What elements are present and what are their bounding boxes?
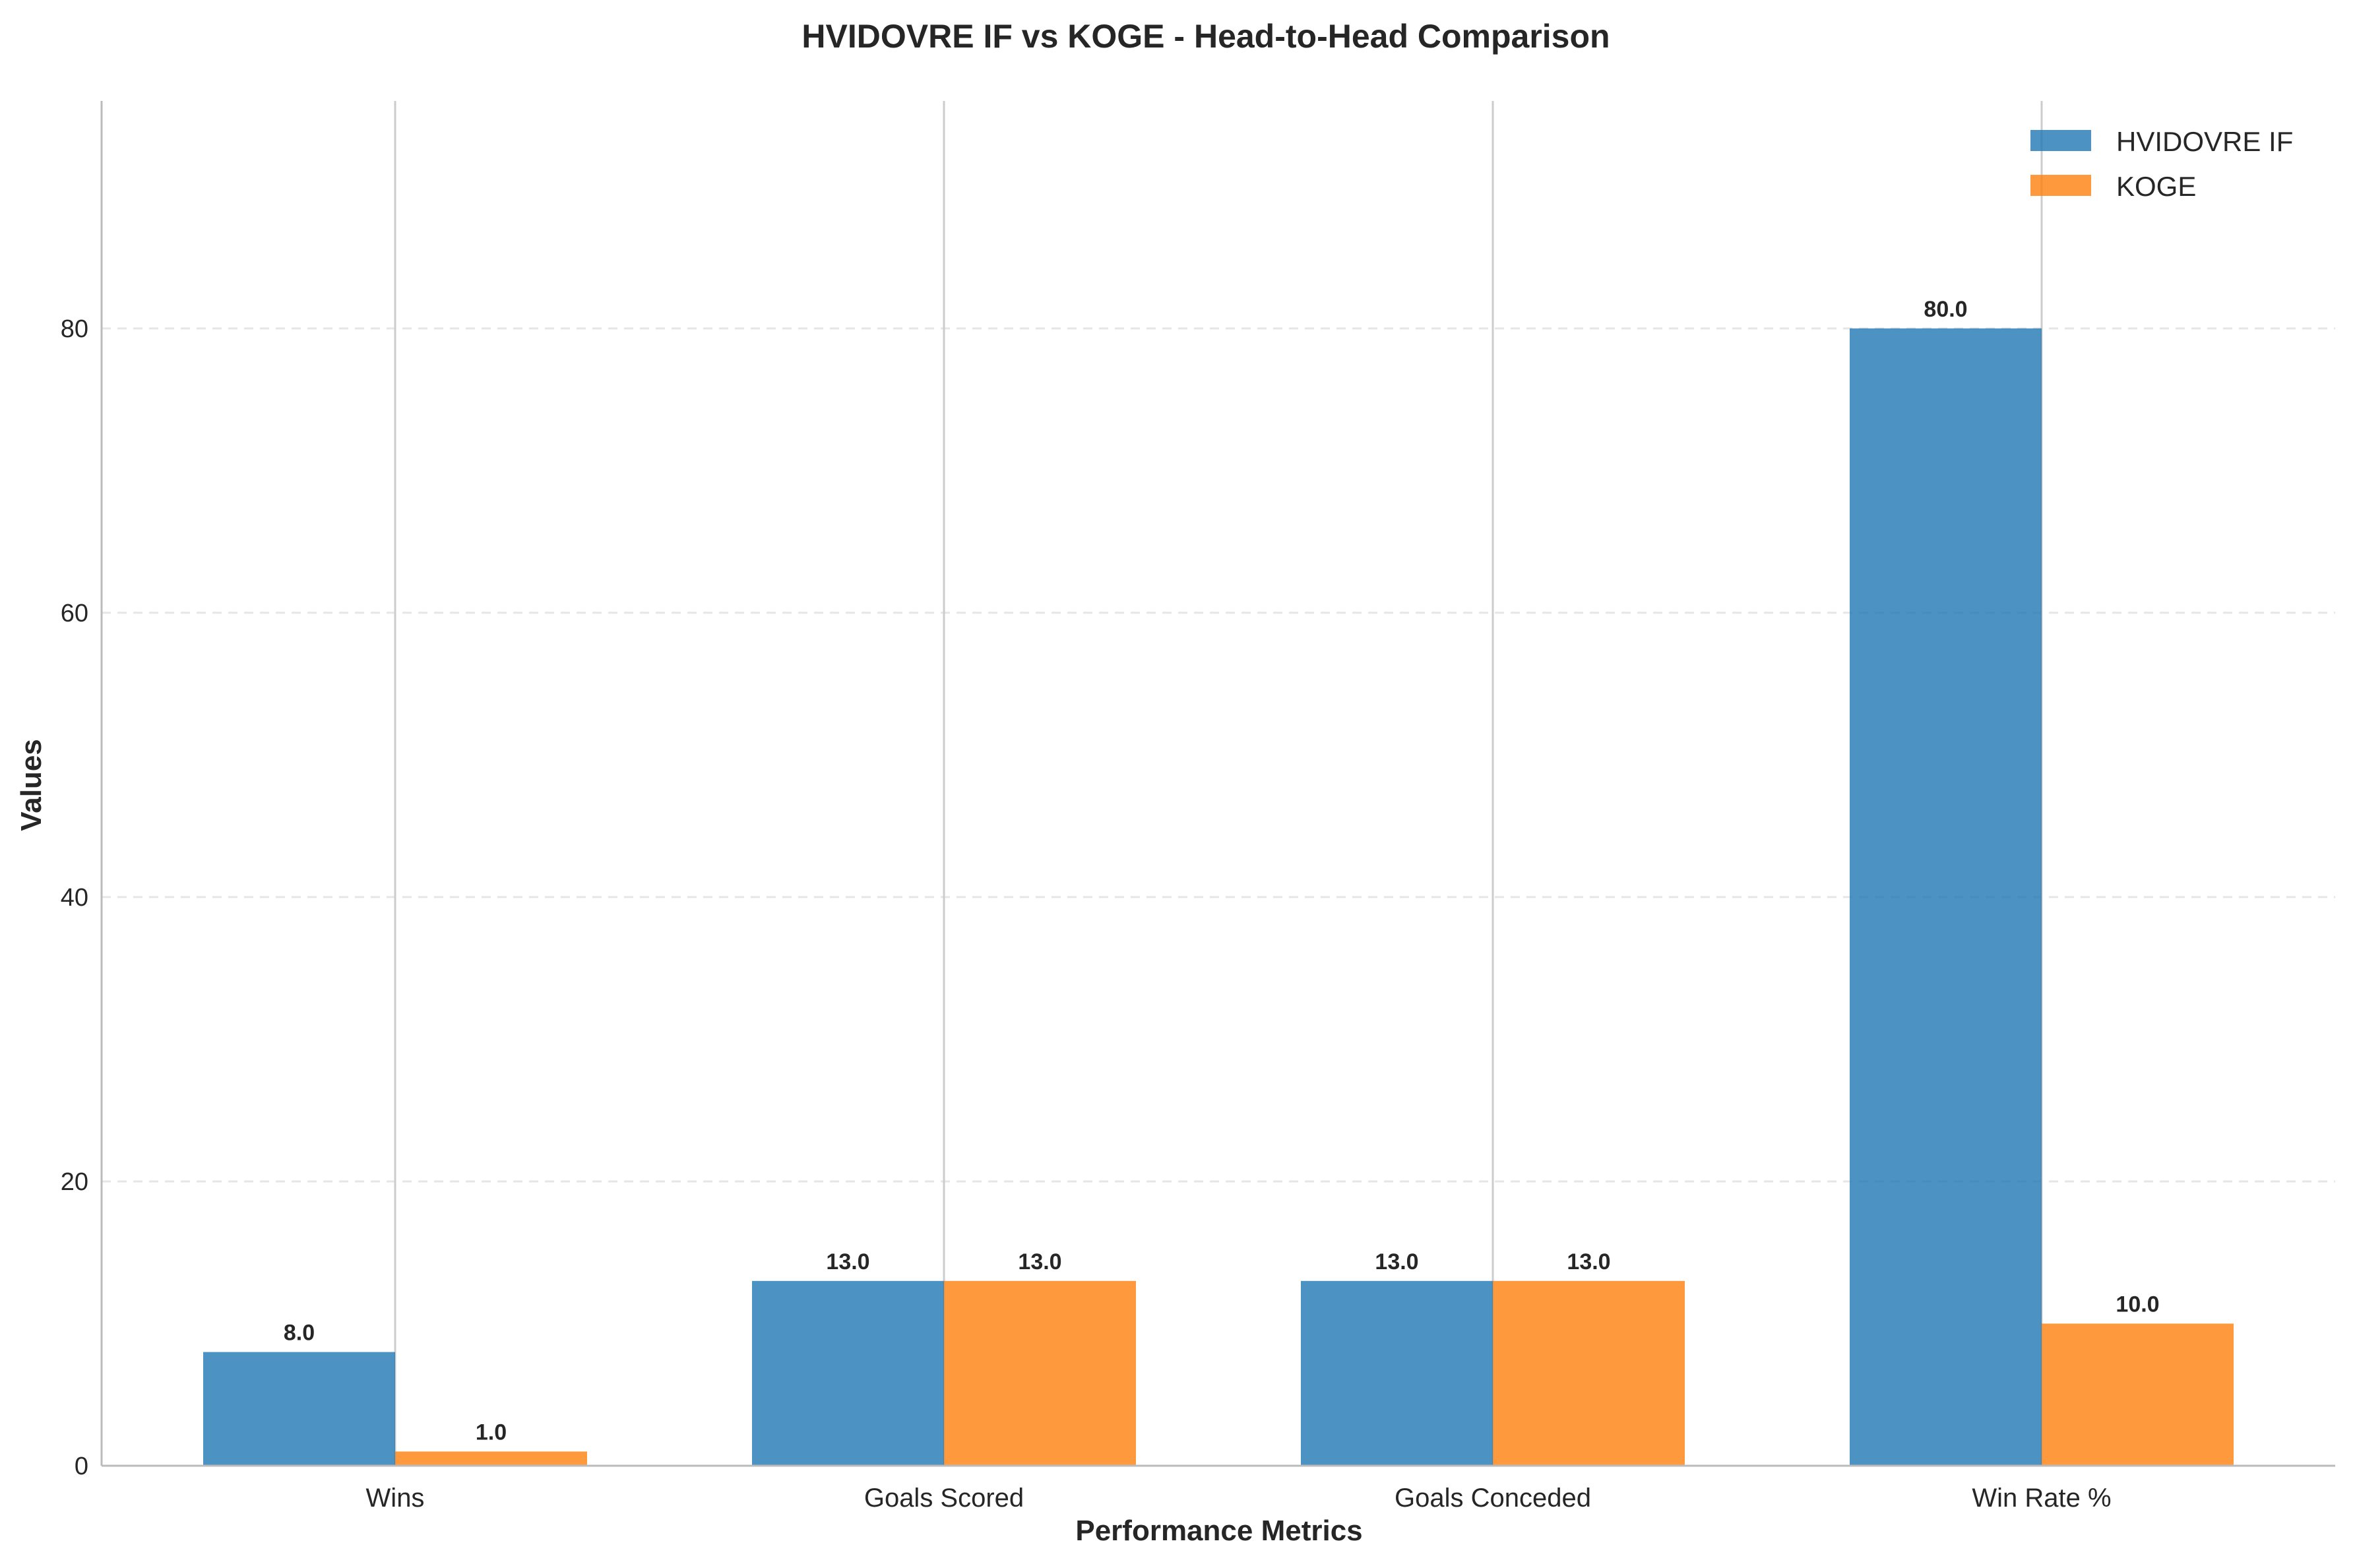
legend-label-hvidovre: HVIDOVRE IF <box>2116 126 2293 157</box>
value-label: 13.0 <box>826 1249 869 1274</box>
legend-swatch-hvidovre <box>2030 130 2091 151</box>
y-tick-label: 0 <box>75 1453 88 1480</box>
value-label: 8.0 <box>284 1321 315 1346</box>
legend: HVIDOVRE IF KOGE <box>2030 126 2293 202</box>
chart-title: HVIDOVRE IF vs KOGE - Head-to-Head Compa… <box>801 18 1610 55</box>
legend-swatch-koge <box>2030 175 2091 196</box>
x-axis-title: Performance Metrics <box>1075 1515 1362 1547</box>
bars-layer <box>203 328 2234 1466</box>
x-tick-label: Goals Conceded <box>1395 1484 1591 1513</box>
value-label: 13.0 <box>1375 1249 1418 1274</box>
y-tick-label: 80 <box>61 315 88 343</box>
y-axis-title: Values <box>15 739 47 831</box>
value-label: 80.0 <box>1924 297 1967 322</box>
bar-hvidovre-2 <box>1301 1280 1493 1466</box>
x-tick-label: Wins <box>366 1484 425 1513</box>
bar-hvidovre-3 <box>1850 328 2042 1466</box>
bar-hvidovre-0 <box>203 1352 395 1466</box>
x-tick-label: Win Rate % <box>1972 1484 2111 1513</box>
value-labels-layer: 8.0 13.0 13.0 80.0 1.0 13.0 13.0 10.0 <box>284 297 2160 1445</box>
bar-koge-2 <box>1493 1280 1685 1466</box>
y-tick-label: 60 <box>61 600 88 627</box>
value-label: 10.0 <box>2116 1292 2159 1317</box>
y-tick-label: 40 <box>61 884 88 912</box>
value-label: 13.0 <box>1567 1249 1610 1274</box>
value-label: 1.0 <box>476 1420 507 1445</box>
bar-hvidovre-1 <box>752 1280 944 1466</box>
bar-koge-3 <box>2042 1323 2234 1466</box>
legend-label-koge: KOGE <box>2116 171 2196 202</box>
bar-koge-0 <box>395 1451 587 1466</box>
x-tick-label: Goals Scored <box>864 1484 1024 1513</box>
ticks-layer: 0 20 40 60 80 Wins Goals Scored Goals Conceded W… <box>61 315 2112 1513</box>
value-label: 13.0 <box>1018 1249 1061 1274</box>
bar-koge-1 <box>944 1280 1136 1466</box>
y-tick-label: 20 <box>61 1168 88 1196</box>
